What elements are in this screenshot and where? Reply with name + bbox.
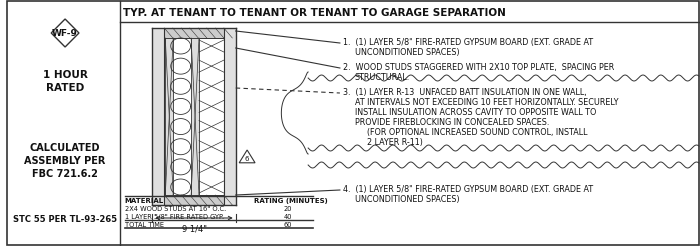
Bar: [224, 28, 236, 205]
Text: MATERIAL: MATERIAL: [125, 198, 164, 204]
Text: 20: 20: [284, 206, 292, 212]
Text: 1.  (1) LAYER 5/8" FIRE-RATED GYPSUM BOARD (EXT. GRADE AT: 1. (1) LAYER 5/8" FIRE-RATED GYPSUM BOAR…: [343, 38, 593, 47]
Text: 1 LAYER 5/8" FIRE RATED GYP.: 1 LAYER 5/8" FIRE RATED GYP.: [125, 214, 224, 220]
Bar: [164, 28, 224, 38]
Text: INSTALL INSULATION ACROSS CAVITY TO OPPOSITE WALL TO: INSTALL INSULATION ACROSS CAVITY TO OPPO…: [355, 108, 596, 117]
Text: ASSEMBLY PER: ASSEMBLY PER: [25, 156, 106, 166]
Text: RATED: RATED: [46, 83, 84, 93]
Text: FBC 721.6.2: FBC 721.6.2: [32, 169, 98, 179]
Bar: [153, 28, 164, 205]
Text: STRUCTURAL.: STRUCTURAL.: [355, 73, 410, 82]
Text: UNCONDITIONED SPACES): UNCONDITIONED SPACES): [355, 195, 459, 204]
Text: STC 55 PER TL-93-265: STC 55 PER TL-93-265: [13, 215, 117, 225]
Bar: [191, 38, 199, 195]
Text: AT INTERVALS NOT EXCEEDING 10 FEET HORIZONTALLY. SECURELY: AT INTERVALS NOT EXCEEDING 10 FEET HORIZ…: [355, 98, 618, 107]
Text: 2.  WOOD STUDS STAGGERED WITH 2X10 TOP PLATE,  SPACING PER: 2. WOOD STUDS STAGGERED WITH 2X10 TOP PL…: [343, 63, 614, 72]
Text: 60: 60: [284, 222, 292, 228]
Text: RATING (MINUTES): RATING (MINUTES): [253, 198, 328, 204]
Text: TOTAL TIME: TOTAL TIME: [125, 222, 164, 228]
Text: 40: 40: [284, 214, 292, 220]
Bar: [165, 38, 173, 195]
Text: (FOR OPTIONAL INCREASED SOUND CONTROL, INSTALL: (FOR OPTIONAL INCREASED SOUND CONTROL, I…: [367, 128, 587, 137]
Text: 1 HOUR: 1 HOUR: [43, 70, 88, 80]
Text: UNCONDITIONED SPACES): UNCONDITIONED SPACES): [355, 48, 459, 57]
Text: CALCULATED: CALCULATED: [30, 143, 100, 153]
Text: TYP. AT TENANT TO TENANT OR TENANT TO GARAGE SEPARATION: TYP. AT TENANT TO TENANT OR TENANT TO GA…: [122, 8, 505, 18]
Text: 2 LAYER R-11): 2 LAYER R-11): [367, 138, 423, 147]
Text: PROVIDE FIREBLOCKING IN CONCEALED SPACES.: PROVIDE FIREBLOCKING IN CONCEALED SPACES…: [355, 118, 549, 127]
Text: WF-9: WF-9: [52, 29, 78, 37]
Text: 3.  (1) LAYER R-13  UNFACED BATT INSULATION IN ONE WALL,: 3. (1) LAYER R-13 UNFACED BATT INSULATIO…: [343, 88, 587, 97]
Text: 9 1/4": 9 1/4": [181, 224, 206, 233]
Text: 4.  (1) LAYER 5/8" FIRE-RATED GYPSUM BOARD (EXT. GRADE AT: 4. (1) LAYER 5/8" FIRE-RATED GYPSUM BOAR…: [343, 185, 593, 194]
Text: 6: 6: [245, 156, 249, 162]
Bar: [164, 195, 224, 205]
Text: 2X4 WOOD STUDS AT 16" O.C.: 2X4 WOOD STUDS AT 16" O.C.: [125, 206, 226, 212]
